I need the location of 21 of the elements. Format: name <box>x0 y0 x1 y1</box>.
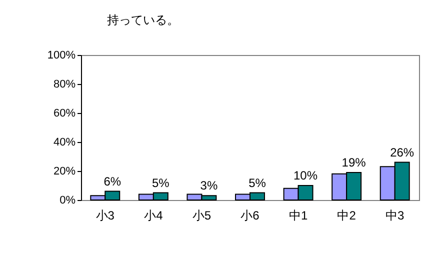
data-label: 5% <box>248 176 266 190</box>
x-tick-label: 小3 <box>96 208 115 222</box>
data-label: 3% <box>200 178 218 193</box>
x-tick-label: 小5 <box>192 208 212 222</box>
x-tick-label: 中2 <box>337 208 356 222</box>
data-label: 6% <box>104 174 122 188</box>
y-tick-label: 0% <box>60 194 76 206</box>
x-tick-label: 中3 <box>386 208 405 222</box>
data-label: 10% <box>294 168 318 182</box>
y-tick-label: 40% <box>53 136 76 148</box>
y-tick-label: 60% <box>53 108 76 120</box>
x-tick-label: 中1 <box>288 208 308 222</box>
data-label: 26% <box>390 145 414 160</box>
x-tick-label: 小6 <box>240 208 260 222</box>
y-tick-label: 80% <box>53 78 76 90</box>
data-label: 5% <box>152 176 170 190</box>
data-label: 19% <box>342 155 366 170</box>
y-tick-label: 20% <box>53 166 76 178</box>
y-tick-label: 100% <box>47 50 76 62</box>
x-tick-label: 小4 <box>144 208 164 222</box>
chart-title: 持っている。 <box>106 13 179 27</box>
